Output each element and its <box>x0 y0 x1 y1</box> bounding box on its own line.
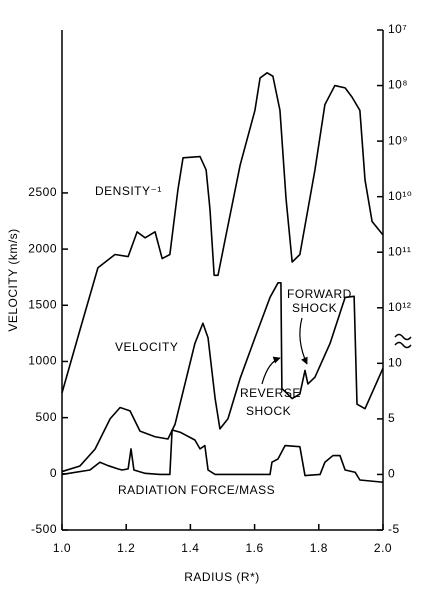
annotation: REVERSE <box>240 386 301 400</box>
x-axis-label: RADIUS (R*) <box>184 570 260 584</box>
y-axis-label: VELOCITY (km/s) <box>6 228 20 331</box>
annotation: SHOCK <box>292 301 337 315</box>
y-tick-label: -500 <box>31 522 57 536</box>
y-tick-label: 500 <box>35 410 57 424</box>
y-tick-label: 0 <box>50 466 57 480</box>
x-tick-label: 2.0 <box>374 541 392 555</box>
y-tick-label: 1500 <box>28 297 57 311</box>
series-line <box>61 429 384 484</box>
y2-tick-label: 10⁹ <box>388 133 408 147</box>
annotation: SHOCK <box>246 404 291 418</box>
y2-tick-label: 5 <box>388 411 395 425</box>
series-label: DENSITY⁻¹ <box>95 184 162 198</box>
y2-tick-label: 10¹² <box>388 300 411 314</box>
x-tick-label: 1.6 <box>246 541 264 555</box>
x-tick-label: 1.0 <box>53 541 71 555</box>
series-label: RADIATION FORCE/MASS <box>118 483 275 497</box>
series-label: VELOCITY <box>115 340 178 354</box>
x-tick-label: 1.2 <box>117 541 135 555</box>
y2-tick-label: 0 <box>388 467 395 481</box>
annotation: FORWARD <box>287 287 352 301</box>
series-line <box>61 282 384 473</box>
y-tick-label: 2000 <box>28 241 57 255</box>
y2-tick-label: -5 <box>388 522 400 536</box>
axis-break <box>394 333 412 349</box>
y2-tick-label: 10¹¹ <box>388 244 411 258</box>
y2-tick-label: 10⁷ <box>388 22 407 36</box>
y2-tick-label: 10¹⁰ <box>388 189 412 203</box>
y-tick-label: 2500 <box>28 185 57 199</box>
y-tick-label: 1000 <box>28 354 57 368</box>
series-line <box>61 72 384 394</box>
y2-tick-label: 10 <box>388 356 402 370</box>
x-tick-label: 1.8 <box>310 541 328 555</box>
y2-tick-label: 10⁸ <box>388 78 408 92</box>
annotation-arrow <box>261 356 281 385</box>
x-tick-label: 1.4 <box>181 541 199 555</box>
annotation-arrow <box>299 317 308 365</box>
